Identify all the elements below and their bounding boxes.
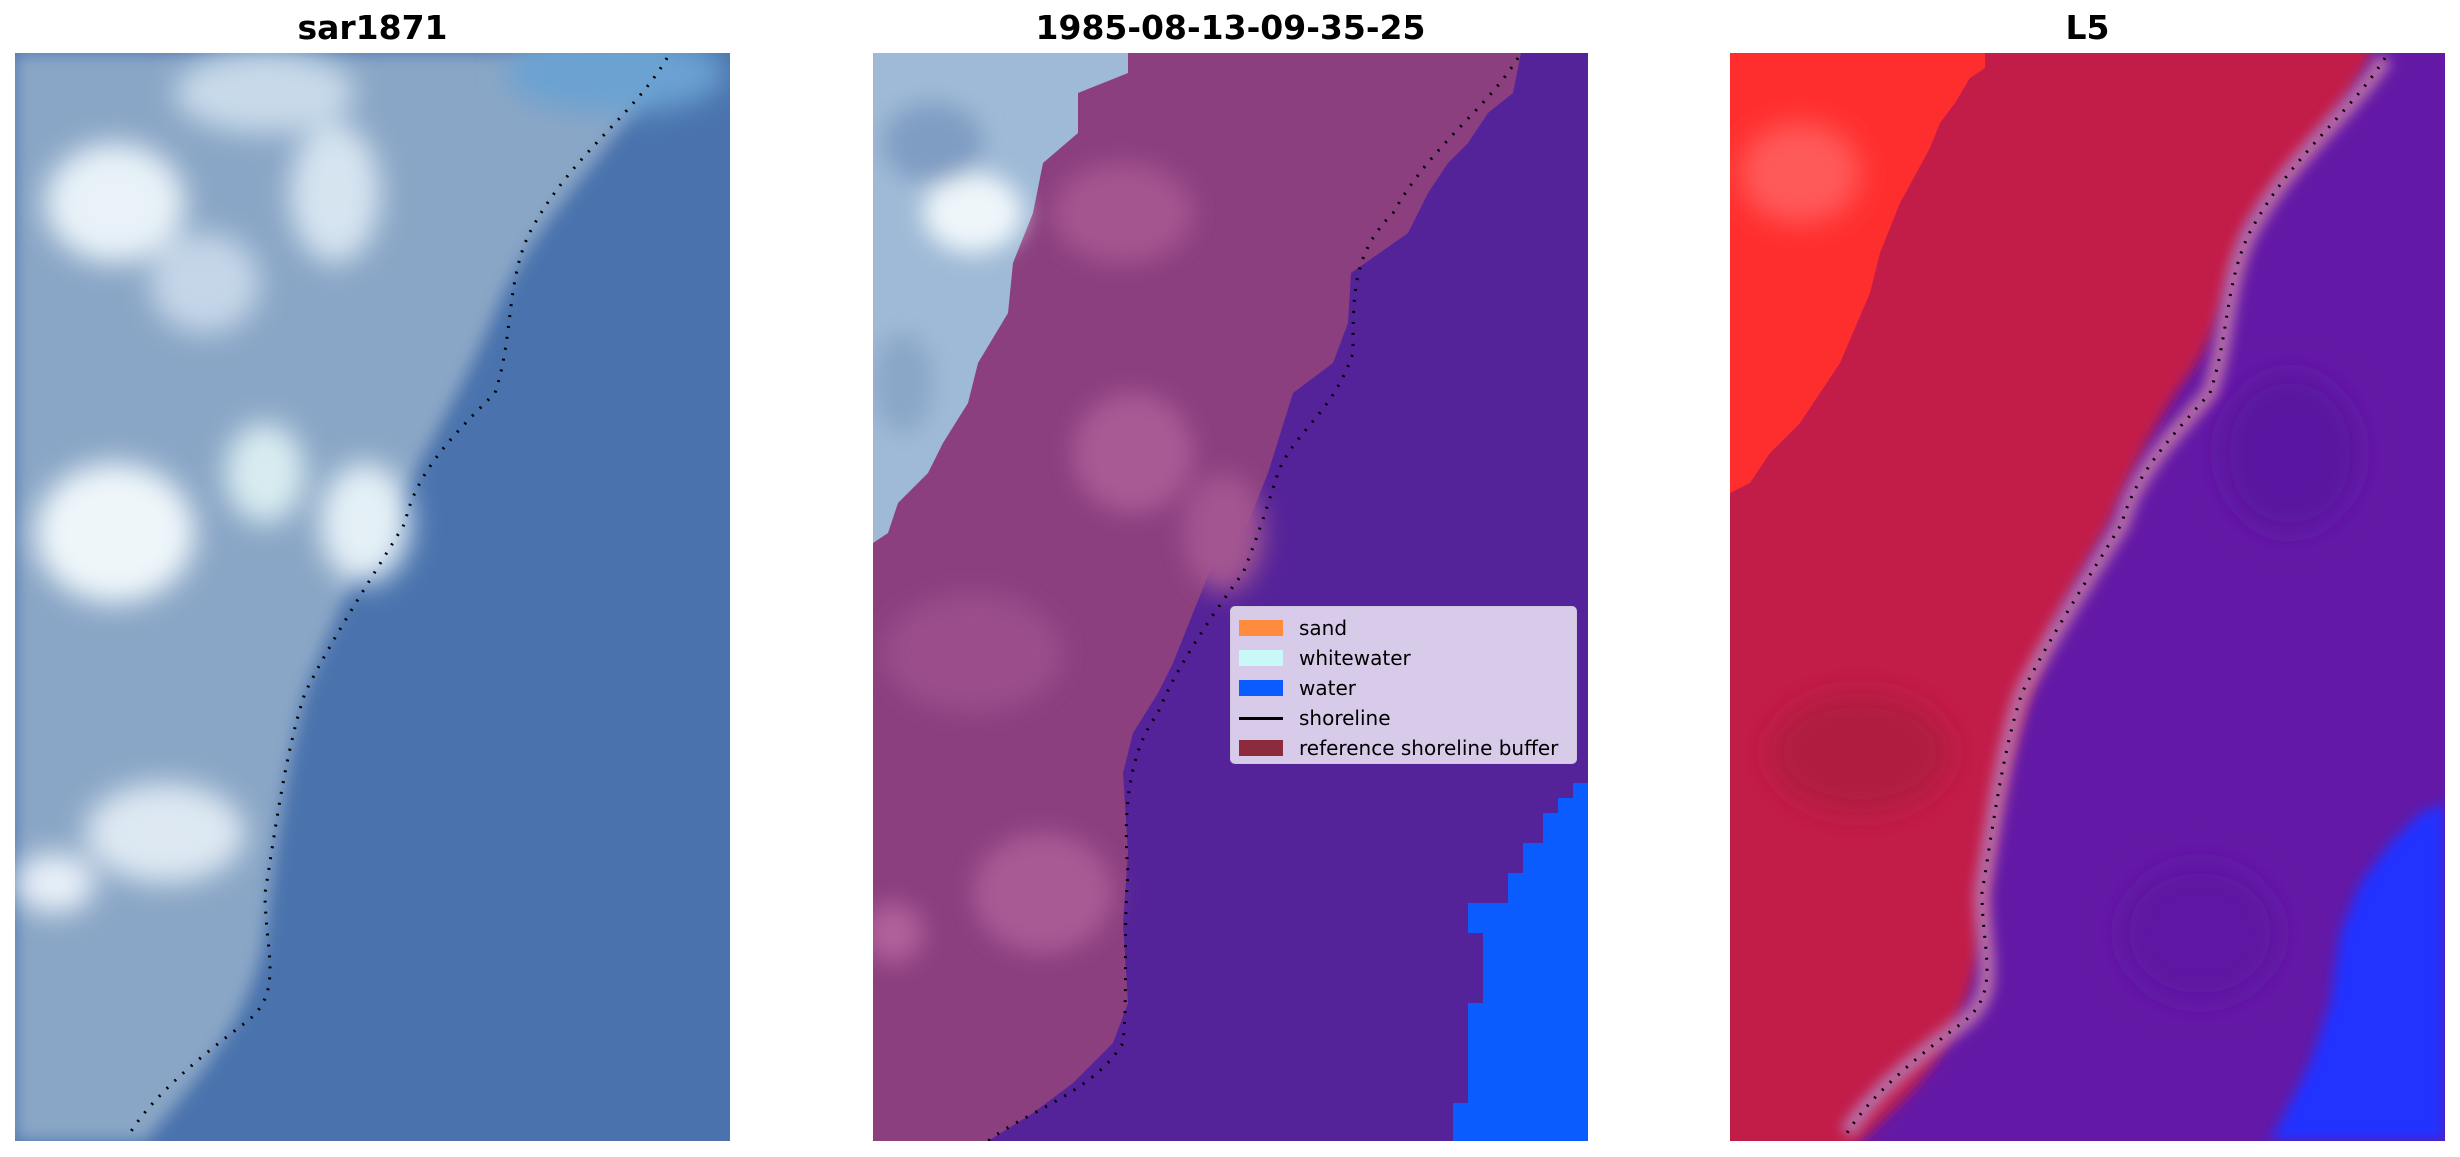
classified-cloud-texture [873,103,1023,433]
false-color-blue-area [2270,803,2445,1141]
sand-swatch [1239,620,1283,636]
shoreline-swatch [1239,716,1283,720]
legend-item-sand: sand [1239,613,1568,643]
reference-buffer-swatch [1239,740,1283,756]
panel-title-rgb: sar1871 [297,8,448,47]
legend-item-whitewater: whitewater [1239,643,1568,673]
false-color-image [1730,53,2445,1141]
legend-item-shoreline: shoreline [1239,703,1568,733]
false-color-land-area [1730,53,2372,1141]
whitewater-swatch [1239,650,1283,666]
rgb-clouds [15,53,725,913]
legend-label: shoreline [1299,706,1391,730]
classified-image [873,53,1588,1141]
classified-image-panel [873,53,1588,1141]
panel-title-classified: 1985-08-13-09-35-25 [1035,8,1426,47]
panel-title-false-color: L5 [2065,8,2110,47]
legend-label: whitewater [1299,646,1411,670]
shoreline-dots [128,57,669,1134]
rgb-image [15,53,730,1141]
false-color-shore-band [1840,53,2392,1138]
water-swatch [1239,680,1283,696]
classified-land-texture [873,163,1263,963]
false-color-texture [1740,123,2360,1003]
legend-label: reference shoreline buffer [1299,736,1559,760]
classified-water-blue-area [1453,783,1588,1141]
legend-label: sand [1299,616,1348,640]
legend-label: water [1299,676,1356,700]
legend-item-reference-buffer: reference shoreline buffer [1239,733,1568,763]
legend: sand whitewater water shoreline referenc… [1230,606,1577,764]
false-color-image-panel [1730,53,2445,1141]
rgb-image-panel [15,53,730,1141]
legend-item-water: water [1239,673,1568,703]
